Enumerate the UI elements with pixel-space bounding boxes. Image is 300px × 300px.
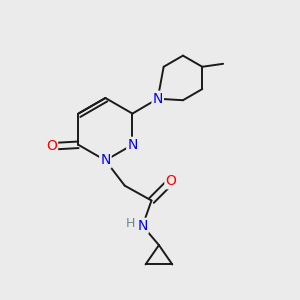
Text: N: N [100, 153, 111, 167]
Text: N: N [152, 92, 163, 106]
Text: O: O [165, 174, 176, 188]
Text: N: N [127, 138, 138, 152]
Text: H: H [125, 217, 135, 230]
Text: O: O [46, 139, 57, 153]
Text: N: N [137, 219, 148, 233]
